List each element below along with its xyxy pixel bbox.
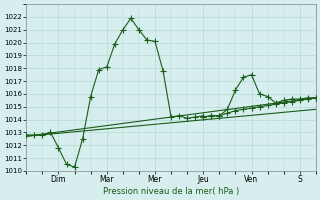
X-axis label: Pression niveau de la mer( hPa ): Pression niveau de la mer( hPa ) [103, 187, 239, 196]
